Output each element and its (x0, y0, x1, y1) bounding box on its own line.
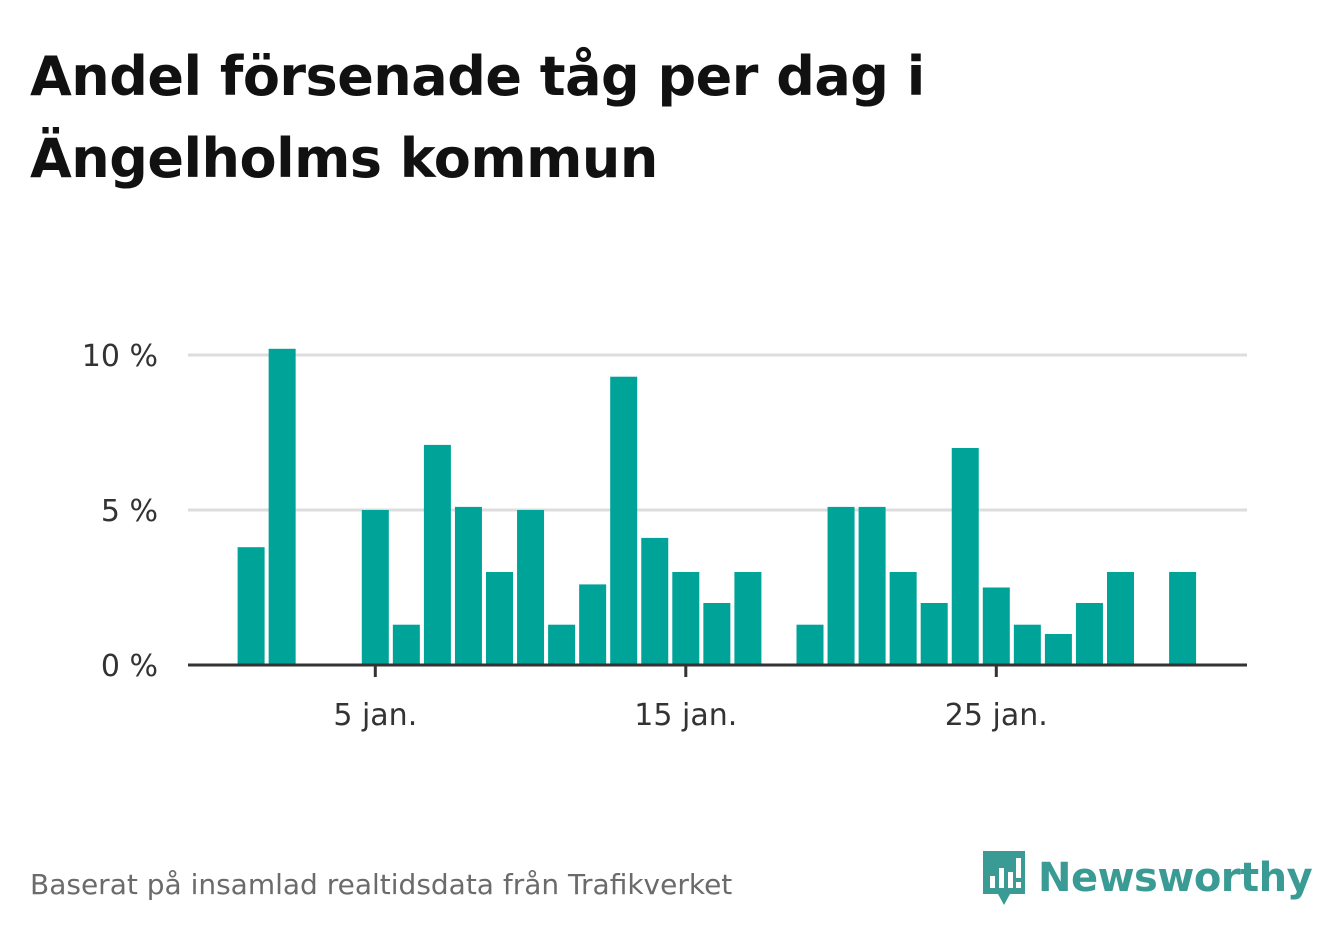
bar-series (237, 348, 1197, 665)
bar (1169, 572, 1197, 665)
bar (454, 506, 482, 665)
chart-title: Andel försenade tåg per dag i Ängelholms… (30, 45, 925, 190)
y-tick-label: 0 % (101, 649, 158, 684)
grid-lines (188, 353, 1247, 512)
newsworthy-logo: Newsworthy (980, 848, 1313, 908)
bar (517, 510, 545, 665)
bar (672, 572, 700, 665)
bar-chart: 0 % 5 % 10 % 5 jan. 15 jan. 25 jan. (82, 339, 1247, 733)
source-note: Baserat på insamlad realtidsdata från Tr… (30, 868, 733, 901)
bar (827, 506, 855, 665)
bar (982, 587, 1010, 665)
brand-name: Newsworthy (1038, 855, 1313, 901)
bar (548, 624, 576, 665)
bar (1013, 624, 1041, 665)
bar (579, 584, 607, 665)
bar (703, 603, 731, 665)
x-axis: 5 jan. 15 jan. 25 jan. (188, 663, 1247, 733)
x-tick-label: 5 jan. (333, 698, 417, 733)
bar (392, 624, 420, 665)
x-tick-label: 15 jan. (634, 698, 737, 733)
bar (237, 547, 265, 665)
bar (361, 510, 389, 665)
bar (641, 537, 669, 665)
bar (889, 572, 917, 665)
bar (1044, 634, 1072, 665)
bar (1075, 603, 1103, 665)
bar (610, 376, 638, 665)
bar (734, 572, 762, 665)
y-tick-label: 10 % (82, 339, 158, 374)
bar (486, 572, 513, 665)
bar (920, 603, 948, 665)
bar (796, 624, 824, 665)
y-axis: 0 % 5 % 10 % (82, 339, 158, 684)
bar (951, 448, 979, 665)
newsworthy-icon (983, 851, 1025, 905)
bar (423, 444, 451, 665)
bar (858, 506, 886, 665)
y-tick-label: 5 % (101, 494, 158, 529)
bar (1107, 572, 1134, 665)
bar (268, 348, 296, 665)
x-tick-label: 25 jan. (945, 698, 1048, 733)
